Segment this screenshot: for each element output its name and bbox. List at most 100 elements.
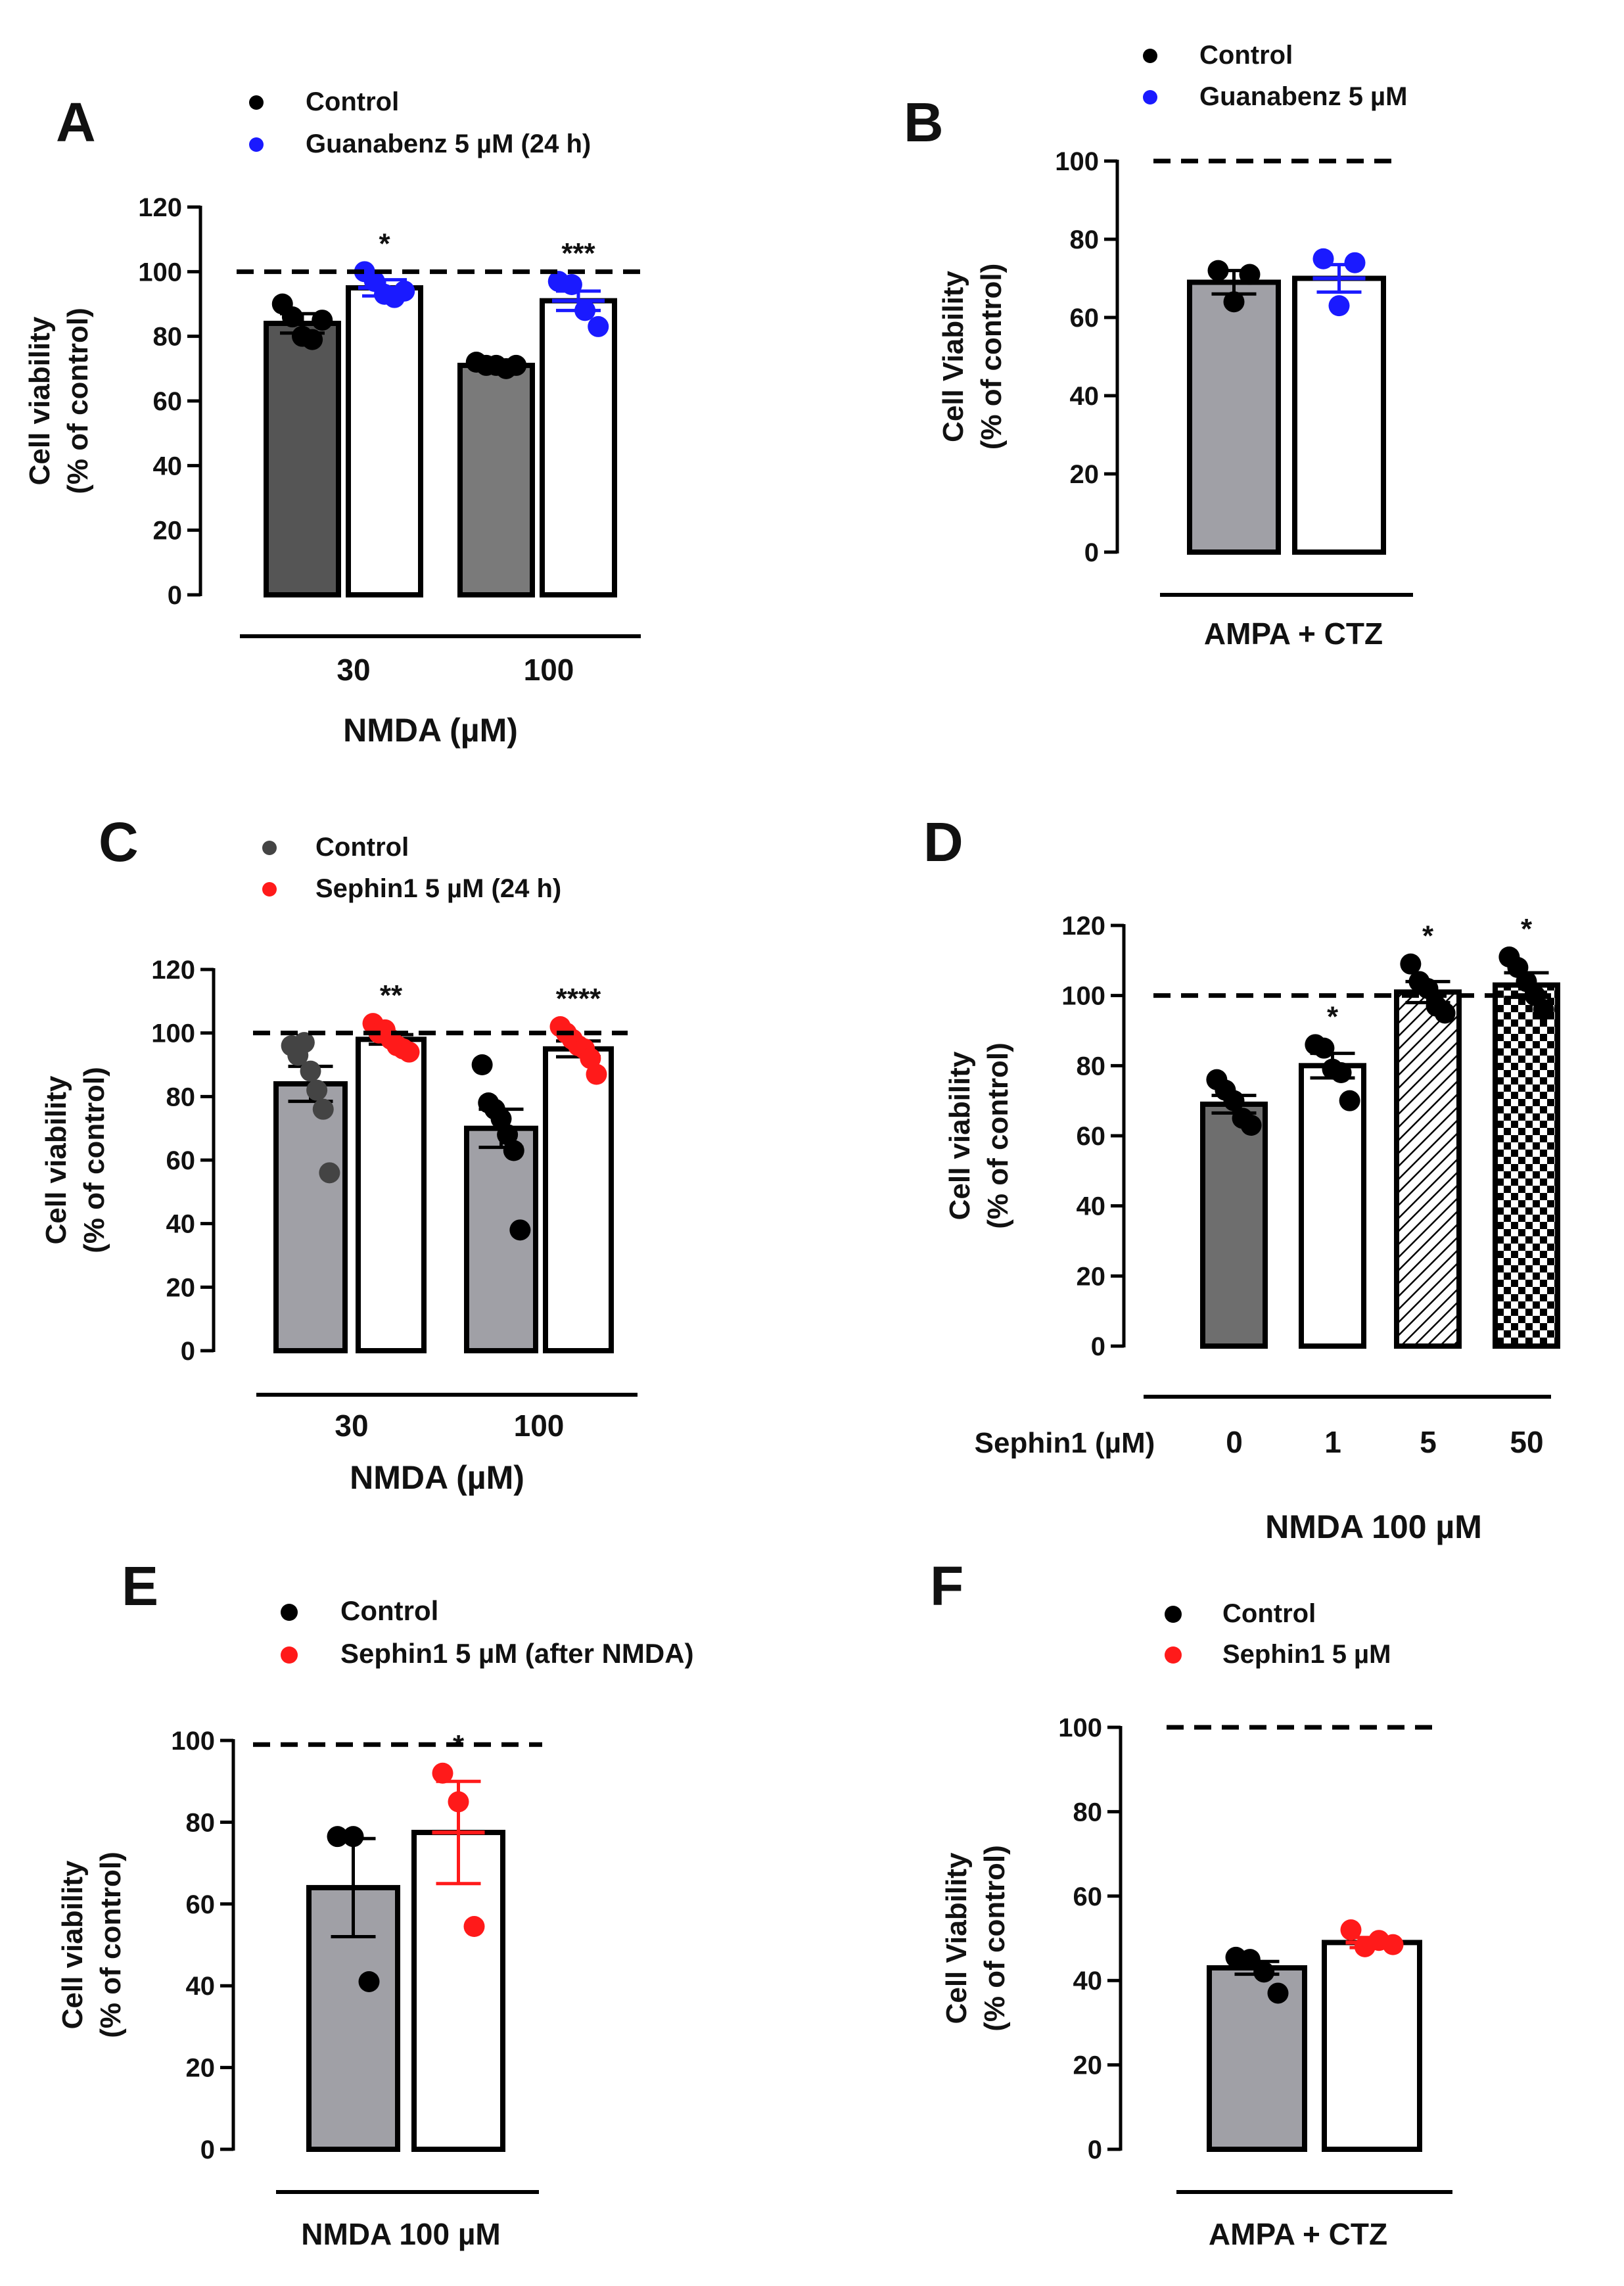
data-point [497,1124,519,1146]
bar [411,1829,505,2152]
data-point [358,1971,380,1992]
y-tick-label: 0 [168,581,182,610]
x-group-label: 1 [1324,1425,1341,1459]
y-axis-title-line: (% of control) [979,1845,1011,2032]
y-axis-title-line: Cell Viability [940,1852,973,2024]
bar [1299,1063,1366,1349]
y-tick-label: 60 [153,387,183,416]
y-axis-title-line: Cell Viability [937,271,969,442]
significance-marker: * [1521,913,1533,945]
y-axis-title-line: Cell viability [40,1075,72,1244]
significance-marker: * [379,227,390,260]
data-point [448,1791,469,1813]
panel-letter: D [923,811,963,873]
data-point [586,1063,607,1085]
y-tick-label: 120 [138,193,182,222]
x-group-label: AMPA + CTZ [1204,617,1383,651]
bar [1187,279,1281,555]
y-tick-label: 100 [1058,1714,1102,1742]
x-group-label: 5 [1420,1425,1437,1459]
data-point [1400,953,1422,975]
y-tick-label: 20 [186,2054,216,2083]
y-tick-label: 120 [151,956,195,985]
data-point [1312,248,1334,269]
legend-marker [249,137,264,152]
bar [273,1081,348,1353]
legend-label: Control [1222,1599,1316,1628]
legend-marker [1165,1606,1182,1623]
data-point [312,1098,334,1120]
data-point [342,1826,364,1848]
data-point [300,1060,321,1082]
x-axis-title: NMDA (µM) [343,712,518,749]
legend-marker [262,882,277,897]
data-point [1313,1037,1335,1059]
data-point [1340,1919,1362,1941]
y-tick-label: 40 [153,452,183,480]
bar [457,362,535,598]
x-group-label: 0 [1226,1425,1243,1459]
y-tick-label: 100 [138,258,182,287]
y-axis-title-line: (% of control) [982,1042,1014,1229]
data-point [490,1108,512,1130]
legend-marker [281,1604,298,1621]
data-point [327,1826,348,1848]
data-point [1330,1062,1352,1083]
legend-label: Guanabenz 5 µM [1199,82,1407,111]
y-tick-label: 80 [166,1083,196,1111]
y-tick-label: 40 [1073,1967,1103,1995]
panel-b: B Control Guanabenz 5 µM 0 20 40 60 80 100 Cell V… [904,41,1413,651]
y-tick-label: 60 [166,1146,196,1175]
y-axis-title-line: (% of control) [975,264,1008,450]
legend-label: Control [306,87,399,116]
data-point [505,354,527,376]
data-point [1207,260,1229,281]
significance-marker: **** [556,983,601,1015]
y-tick-label: 100 [171,1727,215,1756]
y-tick-label: 100 [1061,982,1105,1011]
bar [1394,989,1462,1349]
x-group-label: AMPA + CTZ [1209,2217,1387,2251]
y-tick-label: 20 [1073,2051,1103,2080]
y-axis-title-line: Cell viability [24,316,56,485]
bar [356,1037,427,1354]
legend-marker [281,1646,298,1664]
data-point [398,1041,420,1063]
y-axis-title-line: (% of control) [95,1852,127,2038]
legend-label: Control [340,1595,438,1626]
y-tick-label: 0 [1084,538,1099,567]
y-axis-title-line: (% of control) [78,1067,110,1253]
data-point [471,1054,493,1075]
data-point [574,300,596,321]
significance-marker: *** [561,237,595,269]
data-point [463,1916,485,1938]
y-tick-label: 20 [1070,460,1100,489]
y-axis-title-line: (% of control) [62,308,94,494]
x-group-label: 100 [524,653,574,687]
data-point [1240,1115,1262,1136]
data-point [580,1048,601,1069]
y-tick-label: 120 [1061,912,1105,941]
panel-letter: F [930,1555,963,1617]
significance-marker: * [1422,920,1434,952]
y-axis-title: Cell Viability (% of control) [937,264,1008,450]
data-point [1223,291,1245,313]
data-point [302,329,323,350]
y-axis-title-line: Cell viability [944,1051,976,1220]
panel-e: E Control Sephin1 5 µM (after NMDA) 0 20 40 60… [57,1555,694,2251]
bar [540,298,617,597]
legend-marker [1165,1646,1182,1664]
legend-marker [1143,90,1157,105]
panel-c: C Control Sephin1 5 µM (24 h) 0 20 40 60 80 100 1… [40,811,638,1496]
data-point [1328,295,1350,317]
y-tick-label: 0 [1091,1332,1105,1361]
bar [1322,1940,1422,2152]
legend-label: Control [1199,41,1293,70]
data-point [509,1219,531,1241]
legend-label: Sephin1 5 µM [1222,1640,1391,1669]
bar [464,1125,538,1353]
y-tick-label: 60 [1077,1122,1106,1151]
y-tick-label: 80 [153,323,183,352]
data-point [503,1140,524,1161]
